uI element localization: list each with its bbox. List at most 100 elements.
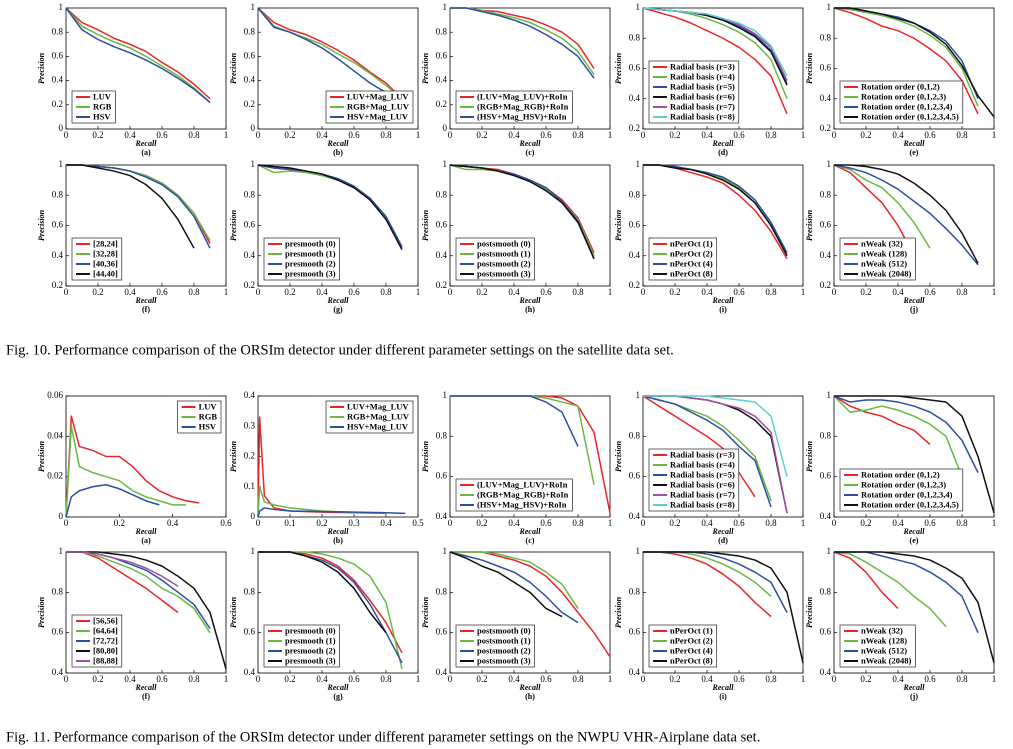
legend-label: postsmooth (1)	[477, 635, 531, 645]
y-tick-label: 0.4	[52, 667, 64, 677]
x-tick-label: 1	[992, 287, 997, 297]
x-tick-label: 0.3	[348, 518, 360, 528]
legend-label: [40,36]	[93, 258, 118, 268]
x-tick-label: 0.8	[572, 674, 584, 684]
pr-curve	[833, 7, 979, 115]
subplot: 0 0.2 0.4 0.6 0.8 1 0 0.2 0.4 0.6 0.8 1 Recall Precis…	[229, 2, 420, 157]
x-tick-label: 0.6	[540, 518, 552, 528]
x-tick-label: 0.6	[540, 130, 552, 140]
pr-curve	[257, 164, 403, 251]
x-axis-label: Recall	[712, 139, 735, 148]
x-tick-label: 0	[641, 287, 646, 297]
x-tick-label: 0	[832, 518, 837, 528]
pr-curve	[65, 425, 186, 518]
y-tick-label: 0.8	[436, 26, 448, 36]
pr-curve	[833, 7, 979, 107]
pr-curve	[642, 7, 788, 77]
legend-label: nPerOct (4)	[670, 258, 713, 268]
y-tick-label: 0.4	[244, 250, 256, 260]
x-tick-label: 1	[608, 518, 613, 528]
pr-curve	[833, 395, 979, 473]
y-tick-label: 0.4	[436, 667, 448, 677]
legend-label: postsmooth (0)	[477, 238, 531, 248]
y-tick-label: 0.8	[436, 586, 448, 596]
pr-curve	[834, 164, 979, 264]
x-axis-label: Recall	[903, 139, 926, 148]
legend-box	[455, 90, 573, 124]
y-tick-label: 0.4	[820, 93, 832, 103]
pr-curve	[257, 507, 406, 518]
x-tick-label: 0	[64, 674, 69, 684]
x-tick-label: 0.8	[765, 674, 777, 684]
pr-curve	[449, 551, 563, 618]
x-tick-label: 0.8	[765, 287, 777, 297]
x-tick-label: 1	[801, 674, 806, 684]
x-tick-label: 0.6	[540, 674, 552, 684]
legend-label: (LUV+Mag_LUV)+RoIn	[477, 479, 568, 489]
subplot: 0 0.2 0.4 0.6 0.8 10.20.40.60.81RecallPrecisi…	[805, 159, 996, 314]
legend-label: [80,80]	[93, 645, 118, 655]
pr-curve	[643, 551, 804, 664]
legend-label: HSV	[93, 111, 111, 121]
subplot-label: (e)	[910, 148, 919, 157]
x-tick-label: 0.6	[924, 287, 936, 297]
x-axis-label: Recall	[135, 296, 158, 305]
y-axis-label: Precision	[805, 596, 814, 628]
pr-curve	[834, 7, 995, 118]
subplot: 0 0.2 0.4 0.6 0.8 1 0.4 0.6 0.8 1 Recall Precision (…	[37, 546, 228, 701]
pr-curve	[833, 395, 931, 445]
legend-label: Rotation order (0,1,2,3,4,5)	[861, 111, 959, 121]
x-tick-label: 0.4	[701, 130, 713, 140]
x-tick-label: 0.4	[892, 674, 904, 684]
y-tick-label: 0.6	[820, 63, 832, 73]
x-tick-label: 1	[224, 287, 229, 297]
subplot: 0 0.2 0.4 0.6 0.8 1 0.4 0.6 0.8 1 Recall Precision (…	[805, 546, 996, 701]
y-tick-label: 0.4	[52, 250, 64, 260]
x-tick-label: 0.1	[284, 518, 295, 528]
x-tick-label: 0.2	[92, 130, 103, 140]
legend-label: [44,40]	[93, 268, 118, 278]
subplot: 0 0.2 0.4 0.6 0.8 10.20.40.60.81RecallPrecisi…	[37, 159, 228, 314]
y-tick-label: 0.8	[436, 430, 448, 440]
y-tick-label: 0.8	[52, 586, 64, 596]
legend-label: Radial basis (r=5)	[670, 469, 735, 479]
x-axis-label: Recall	[903, 683, 926, 692]
subplot-label: (h)	[525, 305, 535, 314]
x-tick-label: 0.4	[892, 130, 904, 140]
subplot: 0 0.2 0.4 0.6 0.8 10.20.40.60.81RecallPrecisi…	[421, 159, 612, 314]
x-tick-label: 1	[992, 130, 997, 140]
y-tick-label: 0.4	[820, 667, 832, 677]
y-tick-label: 1	[59, 159, 64, 169]
x-tick-label: 0.4	[701, 518, 713, 528]
y-tick-label: 0.6	[629, 63, 641, 73]
subplot-label: (i)	[719, 305, 727, 314]
y-tick-label: 0	[251, 123, 256, 133]
y-tick-label: 0.8	[629, 586, 641, 596]
legend-label: Radial basis (r=3)	[670, 449, 735, 459]
x-tick-label: 0.4	[508, 518, 520, 528]
subplot-label: (b)	[333, 148, 343, 157]
pr-curve	[257, 7, 387, 94]
y-tick-label: 0.2	[52, 99, 63, 109]
legend-box	[455, 478, 573, 512]
y-axis-label: Precision	[421, 440, 430, 472]
x-tick-label: 0.6	[733, 518, 745, 528]
legend-label: Rotation order (0,1,2,3,4,5)	[861, 499, 959, 509]
subplot: 0 0.2 0.4 0.6 0.8 1 0 0.2 0.4 0.6 0.8 1 Recall Precis…	[421, 2, 612, 157]
subplot-label: (j)	[910, 692, 918, 701]
legend-label: (RGB+Mag_RGB)+RoIn	[477, 101, 569, 111]
y-tick-label: 0.2	[244, 99, 255, 109]
legend-label: LUV	[199, 401, 218, 411]
subplot: 0 0.2 0.4 0.6 0.8 1 0.4 0.6 0.8 1 Recall Precision (…	[421, 546, 612, 701]
y-tick-label: 0.6	[52, 627, 64, 637]
y-tick-label: 1	[443, 2, 448, 12]
legend-label: Radial basis (r=6)	[670, 91, 735, 101]
x-axis-label: Recall	[903, 296, 926, 305]
y-tick-label: 0.6	[436, 220, 448, 230]
y-tick-label: 0.4	[820, 511, 832, 521]
y-axis-label: Precision	[229, 52, 238, 84]
x-tick-label: 0.4	[892, 287, 904, 297]
pr-curve	[66, 551, 179, 587]
pr-curve	[642, 7, 788, 115]
